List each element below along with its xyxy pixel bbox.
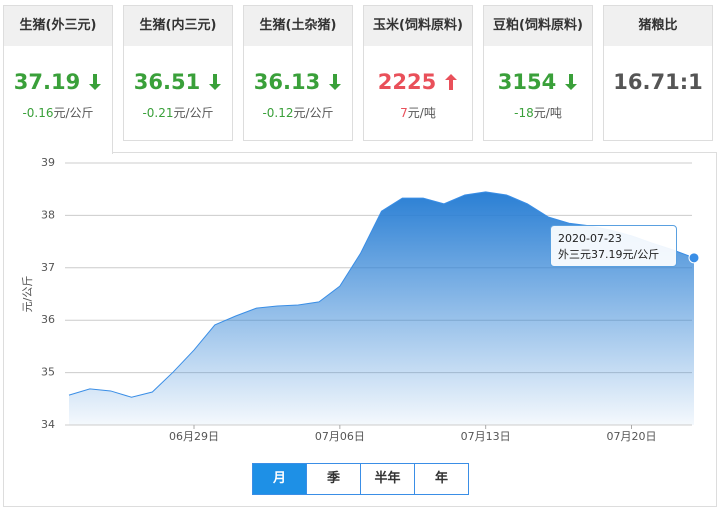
card-title: 玉米(饲料原料) [364,6,472,46]
card-value: 3154 [484,68,592,96]
trend-arrow [329,74,342,90]
change-unit: 元/吨 [533,106,562,120]
value-number: 2225 [377,70,437,94]
x-tick-label: 06月29日 [169,430,219,443]
card-title: 生猪(土杂猪) [244,6,352,46]
change-number: -0.21 [142,106,174,120]
chart-panel [3,152,717,507]
price-card: 猪粮比 16.71:1 [603,5,713,141]
price-card: 玉米(饲料原料) 2225 7元/吨 [363,5,473,141]
arrow-shape [565,74,578,90]
range-buttons: 月季半年年 [252,463,469,495]
change-unit: 元/公斤 [293,106,334,120]
card-title: 猪粮比 [604,6,712,46]
change-number: -0.16 [22,106,54,120]
arrow-shape [445,74,458,90]
range-button[interactable]: 半年 [360,464,414,494]
tooltip-unit: 元/公斤 [622,248,660,261]
card-change: -0.16元/公斤 [4,104,112,121]
range-button[interactable]: 月 [253,464,306,494]
trend-arrow [209,74,222,90]
card-change: -0.12元/公斤 [244,104,352,121]
range-button[interactable]: 季 [306,464,360,494]
card-value: 37.19 [4,68,112,96]
card-change: -18元/吨 [484,104,592,121]
change-number: -18 [514,106,534,120]
y-axis-label: 元/公斤 [21,276,34,313]
range-button[interactable]: 年 [414,464,468,494]
price-card: 生猪(土杂猪) 36.13 -0.12元/公斤 [243,5,353,141]
y-tick-label: 37 [41,261,55,274]
x-tick-label: 07月13日 [461,430,511,443]
value-number: 36.51 [133,70,201,94]
card-change: 7元/吨 [364,104,472,121]
y-tick-label: 36 [41,313,55,326]
tooltip-label: 外三元 [558,248,591,261]
area-fill [69,191,694,425]
change-unit: 元/公斤 [173,106,214,120]
y-tick-label: 39 [41,156,55,169]
trend-arrow [565,74,578,90]
card-value: 36.51 [124,68,232,96]
price-card: 生猪(内三元) 36.51 -0.21元/公斤 [123,5,233,141]
x-tick-label: 07月20日 [607,430,657,443]
tooltip: 2020-07-23 外三元37.19元/公斤 [550,225,677,267]
tooltip-date: 2020-07-23 [558,232,622,245]
price-card[interactable]: 生猪(外三元) 37.19 -0.16元/公斤 [3,5,113,154]
card-value: 16.71:1 [604,68,712,96]
card-value: 36.13 [244,68,352,96]
card-title: 豆粕(饲料原料) [484,6,592,46]
x-tick-label: 07月06日 [315,430,365,443]
card-value: 2225 [364,68,472,96]
trend-arrow [89,74,102,90]
arrow-shape [89,74,102,90]
value-number: 16.71:1 [613,70,703,94]
change-number: -0.12 [262,106,294,120]
change-unit: 元/吨 [407,106,436,120]
y-tick-label: 35 [41,366,55,379]
change-unit: 元/公斤 [53,106,94,120]
price-card: 豆粕(饲料原料) 3154 -18元/吨 [483,5,593,141]
tooltip-value: 外三元37.19元/公斤 [558,247,676,263]
highlight-point [688,252,700,264]
change-number: 7 [400,106,408,120]
y-tick-label: 34 [41,418,55,431]
trend-arrow [445,74,458,90]
value-number: 37.19 [13,70,81,94]
tooltip-number: 37.19 [591,248,623,261]
y-tick-label: 38 [41,208,55,221]
card-change: -0.21元/公斤 [124,104,232,121]
value-number: 3154 [497,70,557,94]
arrow-shape [209,74,222,90]
arrow-shape [329,74,342,90]
card-title: 生猪(外三元) [4,6,112,46]
card-title: 生猪(内三元) [124,6,232,46]
value-number: 36.13 [253,70,321,94]
